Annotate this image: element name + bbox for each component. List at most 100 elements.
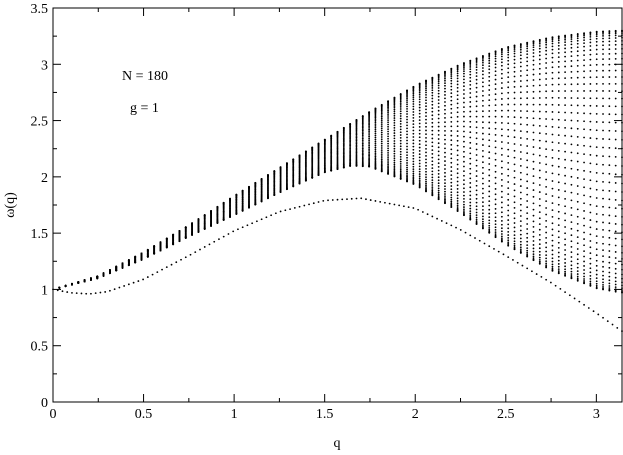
band-point (513, 136, 516, 139)
band-point (532, 40, 535, 43)
band-point (538, 117, 541, 120)
band-point (488, 133, 491, 136)
band-point (614, 40, 617, 43)
band-point (583, 255, 585, 258)
band-point (576, 127, 579, 130)
band-point (494, 228, 497, 231)
band-point (570, 270, 573, 273)
band-point (507, 67, 510, 70)
band-point (488, 127, 491, 130)
band-point (513, 234, 516, 237)
band-point (500, 166, 503, 169)
band-point (488, 180, 491, 182)
band-point (380, 121, 383, 124)
x-tick-label: 1 (231, 407, 238, 422)
band-point (456, 144, 459, 147)
band-point (475, 143, 478, 145)
band-point (399, 165, 402, 167)
band-point (361, 128, 364, 130)
band-point (526, 240, 529, 243)
band-point (469, 172, 472, 175)
band-point (425, 99, 427, 102)
band-point (463, 203, 465, 206)
branch-point (241, 226, 244, 229)
band-point (387, 111, 389, 114)
band-point (431, 83, 434, 85)
band-point (425, 187, 427, 190)
band-point (406, 130, 408, 133)
band-point (444, 198, 446, 201)
band-point (450, 188, 453, 191)
band-point (463, 81, 465, 84)
band-point (368, 139, 371, 142)
branch-point (455, 226, 457, 229)
band-point (538, 41, 541, 43)
band-point (418, 182, 421, 185)
band-point (393, 155, 396, 157)
band-point (564, 182, 566, 185)
band-point (583, 210, 585, 212)
band-point (444, 117, 446, 119)
band-point (608, 206, 611, 209)
band-point (437, 187, 440, 190)
band-point (488, 168, 491, 171)
band-point (576, 112, 579, 114)
band-point (418, 115, 421, 118)
band-point (450, 75, 453, 77)
band-point (614, 82, 617, 85)
band-point (406, 172, 408, 175)
band-point (576, 97, 579, 99)
band-point (387, 108, 389, 110)
band-point (602, 40, 604, 43)
band-point (526, 79, 529, 82)
band-point (488, 65, 491, 67)
branch-point (602, 316, 604, 319)
band-point (570, 199, 573, 202)
band-point (393, 171, 396, 174)
band-point (570, 175, 573, 178)
band-point (469, 212, 472, 215)
band-point (564, 51, 566, 54)
band-point (494, 152, 497, 155)
band-point (431, 137, 434, 140)
band-point (551, 268, 554, 271)
band-point (576, 208, 579, 211)
band-point (387, 123, 389, 126)
band-point (551, 263, 554, 266)
band-point (336, 148, 339, 151)
band-point (393, 161, 396, 164)
band-point (393, 106, 396, 109)
band-point (564, 270, 566, 273)
branch-point (583, 303, 585, 306)
band-point (545, 236, 548, 239)
band-point (482, 201, 484, 204)
band-point (545, 163, 548, 166)
band-point (399, 128, 402, 131)
band-point (431, 170, 434, 173)
branch-point (213, 240, 216, 243)
band-point (488, 228, 491, 231)
band-point (538, 58, 541, 61)
band-point (463, 135, 465, 138)
band-point (431, 100, 434, 103)
band-point (564, 71, 566, 74)
band-point (475, 63, 478, 66)
band-point (412, 142, 415, 145)
band-point (431, 156, 434, 159)
branch-point (137, 280, 140, 282)
band-point (374, 123, 377, 126)
band-point (513, 48, 516, 50)
band-point (595, 76, 598, 79)
band-point (475, 159, 478, 162)
branch-point (75, 292, 78, 295)
band-point (602, 155, 604, 158)
band-point (412, 151, 415, 154)
band-point (500, 82, 503, 84)
band-point (349, 135, 352, 137)
band-point (380, 111, 383, 113)
band-point (374, 146, 377, 149)
band-point (576, 144, 579, 146)
band-point (602, 260, 604, 263)
band-point (595, 146, 598, 149)
band-point (380, 123, 383, 125)
